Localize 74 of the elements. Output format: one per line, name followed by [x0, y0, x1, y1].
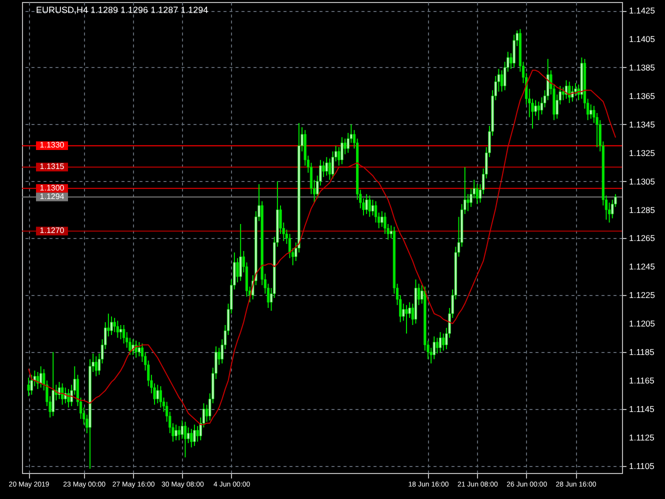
candlestick: [61, 382, 64, 406]
candlestick: [178, 426, 180, 441]
candlestick: [116, 320, 119, 338]
candlestick: [328, 158, 331, 180]
candlestick: [110, 316, 113, 336]
candlestick: [568, 81, 571, 104]
ref-line-label: 1.1294: [40, 192, 65, 201]
candlestick: [476, 184, 478, 205]
candlestick: [187, 426, 190, 444]
y-tick-label: 1.1365: [629, 90, 656, 101]
candlestick: [338, 146, 340, 166]
y-tick-label: 1.1225: [629, 290, 656, 300]
y-tick-label: 1.1345: [629, 119, 656, 130]
y-tick-label: 1.1265: [629, 233, 656, 244]
candlestick: [436, 337, 439, 354]
candlestick: [564, 80, 568, 100]
candlestick: [380, 210, 384, 228]
candlestick: [442, 333, 445, 352]
ref-line-label: 1.1300: [40, 183, 65, 192]
candlestick: [134, 340, 138, 358]
candlestick: [193, 424, 196, 446]
candlestick: [371, 199, 374, 216]
candlestick: [500, 70, 504, 92]
candlestick: [405, 304, 408, 334]
candlestick: [325, 156, 328, 176]
y-tick-label: 1.1125: [629, 432, 655, 442]
y-tick-label: 1.1185: [629, 347, 655, 358]
y-tick-label: 1.1425: [629, 6, 656, 16]
ref-line-label: 1.1315: [40, 162, 65, 172]
y-tick-label: 1.1205: [629, 318, 656, 329]
candlestick: [156, 384, 159, 404]
candlestick: [196, 426, 199, 442]
y-tick-label: 1.1405: [629, 34, 656, 44]
candlestick: [40, 366, 42, 388]
candlestick: [67, 388, 70, 408]
candlestick: [368, 195, 371, 218]
candlestick: [190, 428, 193, 448]
ref-line-label: 1.1270: [40, 226, 65, 236]
candlestick: [174, 424, 178, 441]
candlestick: [562, 86, 565, 101]
candlestick: [534, 100, 537, 116]
candlestick: [236, 258, 239, 283]
candlestick: [184, 421, 187, 458]
candlestick: [30, 374, 33, 396]
y-tick-label: 1.1305: [629, 176, 656, 186]
ref-line-label: 1.1330: [40, 140, 65, 150]
y-tick-label: 1.1325: [629, 148, 656, 158]
candlestick: [27, 377, 30, 397]
candlestick: [439, 332, 442, 353]
y-tick-label: 1.1165: [629, 376, 655, 386]
candlestick: [138, 342, 140, 357]
chart-title: EURUSD,H4 1.1289 1.1296 1.1287 1.1294: [36, 5, 208, 15]
y-tick-label: 1.1145: [629, 404, 655, 414]
candlestick: [466, 194, 470, 212]
candlestick: [180, 420, 184, 440]
candlestick: [122, 324, 126, 344]
y-tick-label: 1.1245: [629, 262, 656, 272]
candlestick: [365, 194, 368, 215]
candlestick: [537, 101, 540, 121]
y-tick-label: 1.1385: [629, 62, 656, 72]
candlestick: [52, 352, 54, 417]
candlestick: [119, 324, 122, 340]
candlestick: [590, 104, 592, 120]
candlestick: [94, 356, 98, 377]
candlestick: [432, 336, 436, 360]
candlestick: [159, 386, 162, 408]
y-tick-label: 1.1285: [629, 204, 656, 215]
candlestick: [340, 136, 344, 165]
y-tick-label: 1.1105: [629, 460, 655, 471]
candlestick: [571, 85, 574, 102]
candlestick: [322, 160, 325, 178]
candlestick: [132, 338, 134, 356]
candlestick: [239, 223, 242, 282]
candlestick: [512, 34, 516, 68]
